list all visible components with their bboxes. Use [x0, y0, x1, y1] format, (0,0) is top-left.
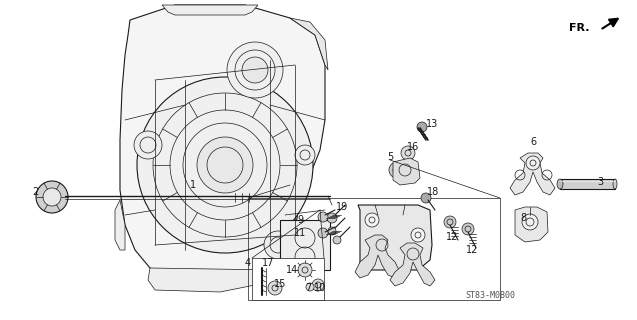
- Circle shape: [389, 162, 405, 178]
- Circle shape: [312, 279, 324, 291]
- Bar: [252, 258, 324, 300]
- Circle shape: [328, 227, 336, 235]
- Circle shape: [36, 181, 68, 213]
- Text: FR.: FR.: [569, 23, 590, 33]
- Text: 3: 3: [597, 177, 603, 187]
- Circle shape: [318, 212, 328, 222]
- Text: 5: 5: [387, 152, 393, 162]
- Polygon shape: [280, 220, 330, 270]
- Text: 16: 16: [407, 142, 419, 152]
- Circle shape: [444, 216, 456, 228]
- Circle shape: [401, 146, 415, 160]
- Circle shape: [268, 281, 282, 295]
- Polygon shape: [162, 5, 258, 15]
- Circle shape: [43, 188, 61, 206]
- Text: 12: 12: [466, 245, 478, 255]
- Polygon shape: [390, 243, 435, 286]
- Circle shape: [137, 77, 313, 253]
- Circle shape: [417, 122, 427, 132]
- Polygon shape: [515, 207, 548, 242]
- Polygon shape: [358, 205, 432, 270]
- Polygon shape: [393, 158, 420, 185]
- Polygon shape: [115, 200, 125, 250]
- Text: 15: 15: [274, 279, 286, 289]
- Text: 2: 2: [32, 187, 38, 197]
- Text: 4: 4: [245, 258, 251, 268]
- Text: 6: 6: [530, 137, 536, 147]
- Text: 12: 12: [446, 232, 458, 242]
- Circle shape: [327, 213, 337, 223]
- Text: ST83-M0B00: ST83-M0B00: [465, 291, 515, 300]
- Ellipse shape: [613, 179, 617, 189]
- Ellipse shape: [557, 179, 563, 189]
- Circle shape: [227, 42, 283, 98]
- Circle shape: [298, 263, 312, 277]
- Circle shape: [522, 214, 538, 230]
- Text: 8: 8: [520, 213, 526, 223]
- Circle shape: [421, 193, 431, 203]
- Circle shape: [134, 131, 162, 159]
- Polygon shape: [148, 268, 275, 292]
- Polygon shape: [355, 235, 400, 278]
- Text: 11: 11: [294, 228, 306, 238]
- Text: 1: 1: [190, 180, 196, 190]
- Polygon shape: [290, 18, 328, 70]
- Circle shape: [462, 223, 474, 235]
- Text: 18: 18: [427, 187, 439, 197]
- Text: 14: 14: [286, 265, 298, 275]
- Circle shape: [242, 57, 268, 83]
- Circle shape: [526, 156, 540, 170]
- Text: 9: 9: [297, 215, 303, 225]
- Polygon shape: [510, 153, 555, 195]
- Circle shape: [365, 213, 379, 227]
- Circle shape: [333, 236, 341, 244]
- Circle shape: [295, 145, 315, 165]
- Bar: [248, 198, 500, 300]
- Circle shape: [197, 137, 253, 193]
- Text: 10: 10: [314, 283, 326, 293]
- Polygon shape: [120, 5, 325, 285]
- Text: 19: 19: [336, 202, 348, 212]
- Circle shape: [318, 228, 328, 238]
- Circle shape: [264, 231, 292, 259]
- Text: 7: 7: [305, 283, 311, 293]
- Text: 17: 17: [262, 258, 274, 268]
- Bar: [560, 179, 615, 189]
- Circle shape: [411, 228, 425, 242]
- Text: 13: 13: [426, 119, 438, 129]
- Circle shape: [306, 283, 314, 291]
